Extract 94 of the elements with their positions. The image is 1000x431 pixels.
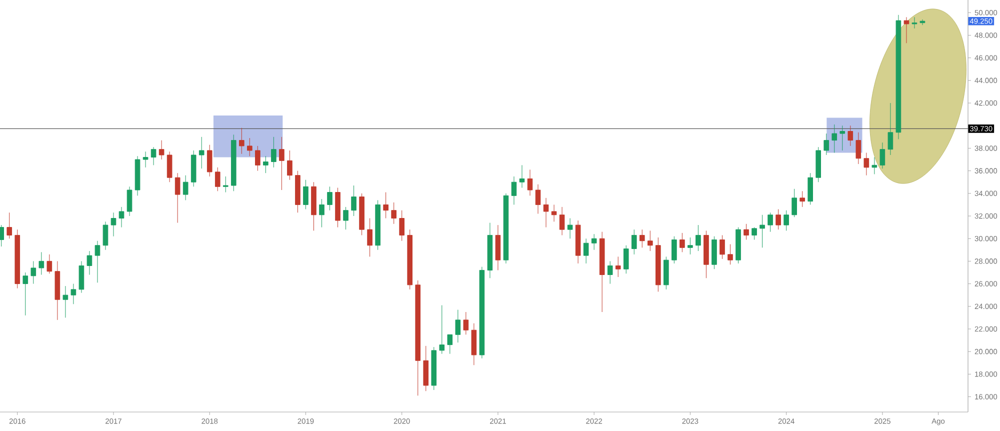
candlestick bbox=[912, 16, 918, 29]
candlestick bbox=[551, 204, 557, 222]
candlestick bbox=[343, 206, 348, 230]
candlestick bbox=[607, 260, 613, 284]
candlestick bbox=[888, 102, 894, 156]
candlestick bbox=[263, 156, 268, 174]
candlestick bbox=[519, 164, 525, 188]
candlestick bbox=[230, 134, 236, 192]
candlestick bbox=[126, 186, 132, 216]
candlestick bbox=[311, 182, 316, 231]
candlestick bbox=[102, 221, 108, 250]
candlestick bbox=[487, 222, 493, 278]
candlestick bbox=[840, 125, 846, 151]
candlestick bbox=[134, 156, 140, 196]
candlestick bbox=[142, 151, 148, 168]
candlestick bbox=[222, 176, 228, 193]
candlestick bbox=[615, 256, 621, 278]
candlestick bbox=[415, 280, 421, 396]
candlestick bbox=[704, 230, 709, 278]
candlestick bbox=[639, 229, 645, 248]
candlestick bbox=[375, 200, 380, 250]
candlestick bbox=[832, 124, 838, 153]
candlestick bbox=[399, 210, 404, 242]
candlestick bbox=[575, 220, 581, 264]
candlestick bbox=[479, 266, 485, 359]
candlestick bbox=[351, 185, 356, 216]
candlestick bbox=[535, 184, 541, 214]
candlestick bbox=[792, 188, 797, 218]
candlestick bbox=[383, 192, 388, 219]
candlestick bbox=[760, 214, 765, 248]
candlestick bbox=[856, 132, 862, 164]
candlestick bbox=[118, 206, 124, 228]
candlestick bbox=[543, 198, 549, 228]
candlestick bbox=[720, 234, 725, 260]
candlestick bbox=[62, 286, 68, 318]
candlestick bbox=[110, 212, 116, 237]
candlestick bbox=[688, 237, 693, 255]
candlestick bbox=[367, 218, 372, 257]
candlestick bbox=[198, 136, 204, 169]
candlestick bbox=[920, 19, 926, 26]
candlestick bbox=[279, 136, 284, 190]
candlestick bbox=[647, 230, 653, 252]
candlestick bbox=[182, 175, 188, 200]
candlestick bbox=[567, 218, 573, 239]
candlestick bbox=[327, 186, 332, 211]
candlestick bbox=[30, 260, 36, 284]
candlestick bbox=[407, 229, 413, 290]
candlestick bbox=[784, 210, 789, 231]
candlestick bbox=[664, 256, 669, 290]
candlestick bbox=[86, 250, 92, 275]
candlestick bbox=[631, 229, 637, 255]
candlestick bbox=[0, 224, 4, 247]
candlestick bbox=[255, 146, 260, 172]
candlestick bbox=[166, 151, 172, 182]
candlestick bbox=[455, 310, 461, 343]
candlestick bbox=[583, 238, 589, 264]
candlestick bbox=[359, 193, 364, 236]
candlestick bbox=[696, 224, 701, 252]
candlestick bbox=[158, 140, 164, 160]
candlestick bbox=[287, 150, 292, 180]
candlestick bbox=[503, 193, 509, 264]
candlestick bbox=[150, 146, 156, 166]
candlestick bbox=[271, 136, 276, 168]
candlestick bbox=[656, 237, 661, 292]
candlestick bbox=[471, 323, 477, 366]
candlestick bbox=[295, 170, 300, 213]
candlestick bbox=[559, 206, 565, 236]
candlestick bbox=[423, 346, 429, 392]
candlestick bbox=[904, 16, 910, 44]
candlestick bbox=[391, 202, 396, 224]
candlestick bbox=[174, 172, 180, 224]
candlestick bbox=[46, 254, 52, 274]
candlestick bbox=[848, 125, 854, 146]
candlestick bbox=[880, 142, 886, 169]
candlestick bbox=[864, 152, 870, 176]
candlestick bbox=[78, 260, 84, 294]
candlestick bbox=[872, 157, 878, 174]
candlestick bbox=[247, 138, 252, 156]
candlestick bbox=[54, 260, 60, 320]
candlestick bbox=[896, 14, 902, 140]
candlestick bbox=[591, 234, 597, 250]
candlestick bbox=[14, 229, 20, 289]
candlestick bbox=[599, 232, 605, 312]
candlestick bbox=[511, 176, 517, 205]
candlestick bbox=[94, 240, 100, 283]
candlestick bbox=[527, 169, 533, 196]
candlestick bbox=[768, 212, 773, 232]
candlestick bbox=[335, 188, 340, 228]
candlestick bbox=[239, 128, 244, 154]
candlestick bbox=[800, 190, 805, 208]
candlestick bbox=[319, 198, 324, 228]
candlestick bbox=[22, 272, 28, 316]
candlestick bbox=[495, 224, 501, 270]
candlestick bbox=[70, 284, 76, 304]
